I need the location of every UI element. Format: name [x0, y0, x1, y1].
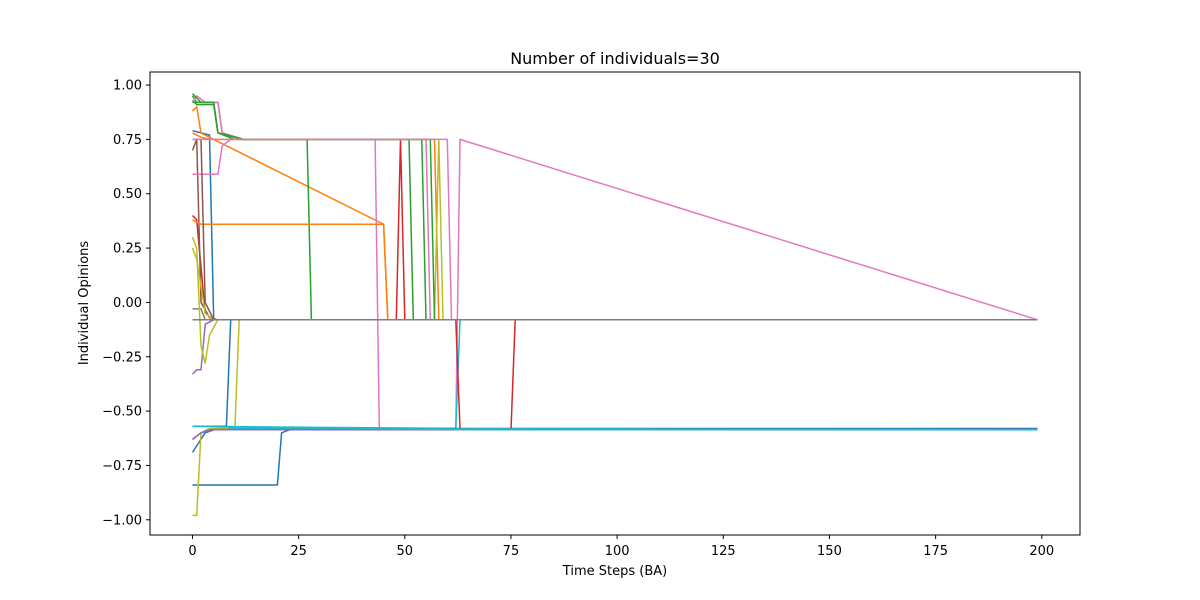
y-tick-label: 0.50: [113, 187, 142, 202]
x-tick-label: 175: [923, 544, 948, 559]
plot-area: [149, 71, 1081, 536]
y-tick-label: −0.50: [102, 405, 142, 420]
x-tick-label: 50: [397, 544, 414, 559]
x-tick-label: 25: [290, 544, 307, 559]
y-tick-label: −1.00: [102, 513, 142, 528]
y-tick-label: −0.75: [102, 459, 142, 474]
x-tick-label: 0: [188, 544, 196, 559]
x-tick-label: 75: [503, 544, 520, 559]
series-layer: [191, 93, 1038, 517]
y-tick-label: −0.25: [102, 350, 142, 365]
x-axis-ticks: 0 25 50 75 100 125 150 175 200: [188, 535, 1054, 559]
x-tick-label: 100: [605, 544, 630, 559]
y-tick-label: 0.75: [113, 133, 142, 148]
x-axis-label: Time Steps (BA): [562, 564, 667, 579]
y-axis-ticks: −1.00 −0.75 −0.50 −0.25 0.00 0.25 0.50 0.75 1.00: [102, 79, 150, 528]
y-tick-label: 0.25: [113, 242, 142, 257]
y-axis-label: Individual Opinions: [77, 241, 92, 366]
y-tick-label: 0.00: [113, 296, 142, 311]
series-line-19: [191, 95, 1038, 321]
x-tick-label: 125: [711, 544, 736, 559]
x-tick-label: 200: [1029, 544, 1054, 559]
x-tick-label: 150: [817, 544, 842, 559]
series-line-27: [192, 425, 1038, 431]
y-tick-label: 1.00: [113, 79, 142, 94]
chart-title: Number of individuals=30: [510, 49, 720, 68]
series-line-17: [191, 99, 1038, 321]
